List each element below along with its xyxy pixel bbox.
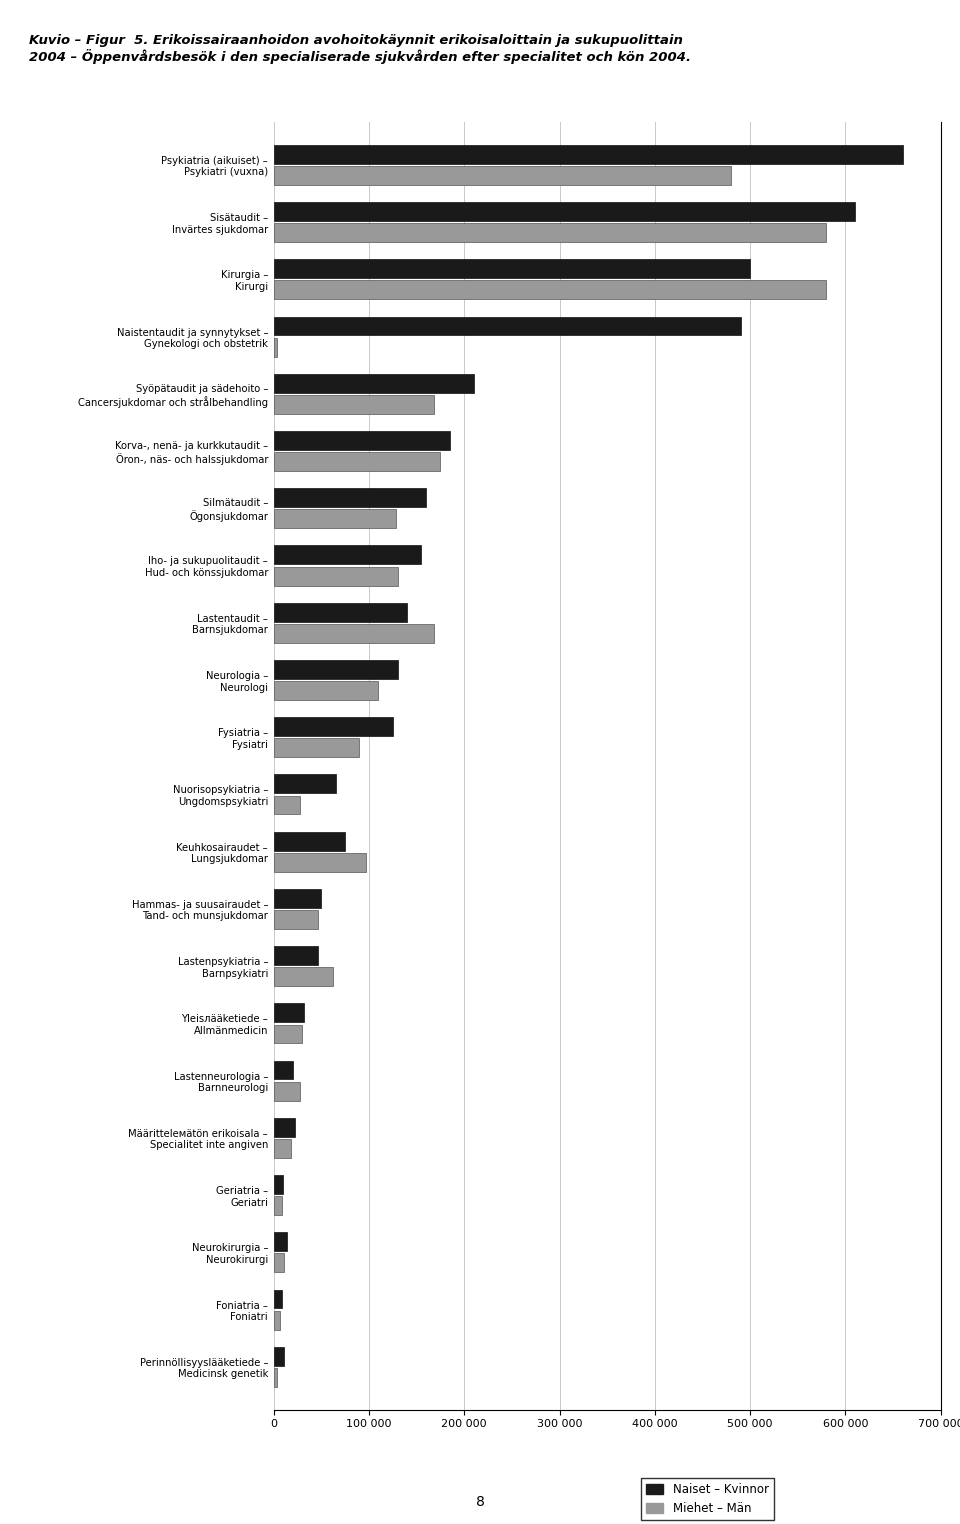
Bar — [274, 259, 750, 279]
Bar — [274, 488, 426, 507]
Bar — [274, 373, 474, 393]
Bar — [274, 888, 322, 908]
Bar — [274, 546, 421, 564]
Bar — [274, 431, 450, 450]
Bar — [274, 1233, 287, 1251]
Bar — [274, 718, 393, 736]
Bar — [274, 832, 345, 850]
Bar — [274, 796, 300, 814]
Bar — [274, 968, 333, 986]
Bar — [274, 1369, 277, 1387]
Bar — [274, 853, 366, 872]
Bar — [274, 1138, 291, 1158]
Bar — [274, 509, 396, 529]
Bar — [274, 910, 319, 930]
Text: 8: 8 — [475, 1495, 485, 1509]
Bar — [274, 1175, 283, 1193]
Bar — [274, 1196, 282, 1215]
Bar — [274, 602, 407, 622]
Bar — [274, 223, 827, 242]
Bar — [274, 1117, 295, 1137]
Bar — [274, 166, 732, 184]
Bar — [274, 338, 277, 357]
Bar — [274, 738, 359, 757]
Bar — [274, 453, 441, 471]
Bar — [274, 660, 397, 678]
Bar — [274, 1347, 284, 1366]
Bar — [274, 395, 434, 415]
Bar — [274, 145, 902, 163]
Bar — [274, 1311, 280, 1329]
Bar — [274, 317, 741, 335]
Bar — [274, 1289, 282, 1309]
Bar — [274, 1082, 300, 1100]
Bar — [274, 1003, 304, 1023]
Bar — [274, 1253, 284, 1273]
Bar — [274, 1024, 302, 1044]
Bar — [274, 623, 434, 643]
Bar — [274, 946, 319, 965]
Bar — [274, 203, 855, 221]
Bar — [274, 774, 336, 794]
Bar — [274, 567, 397, 585]
Bar — [274, 280, 827, 299]
Text: Kuvio – Figur  5. Erikoissairaanhoidon avohoitokäynnit erikoisaloittain ja sukup: Kuvio – Figur 5. Erikoissairaanhoidon av… — [29, 34, 691, 64]
Legend: Naiset – Kvinnor, Miehet – Män: Naiset – Kvinnor, Miehet – Män — [641, 1478, 774, 1519]
Bar — [274, 1061, 293, 1079]
Bar — [274, 681, 378, 700]
